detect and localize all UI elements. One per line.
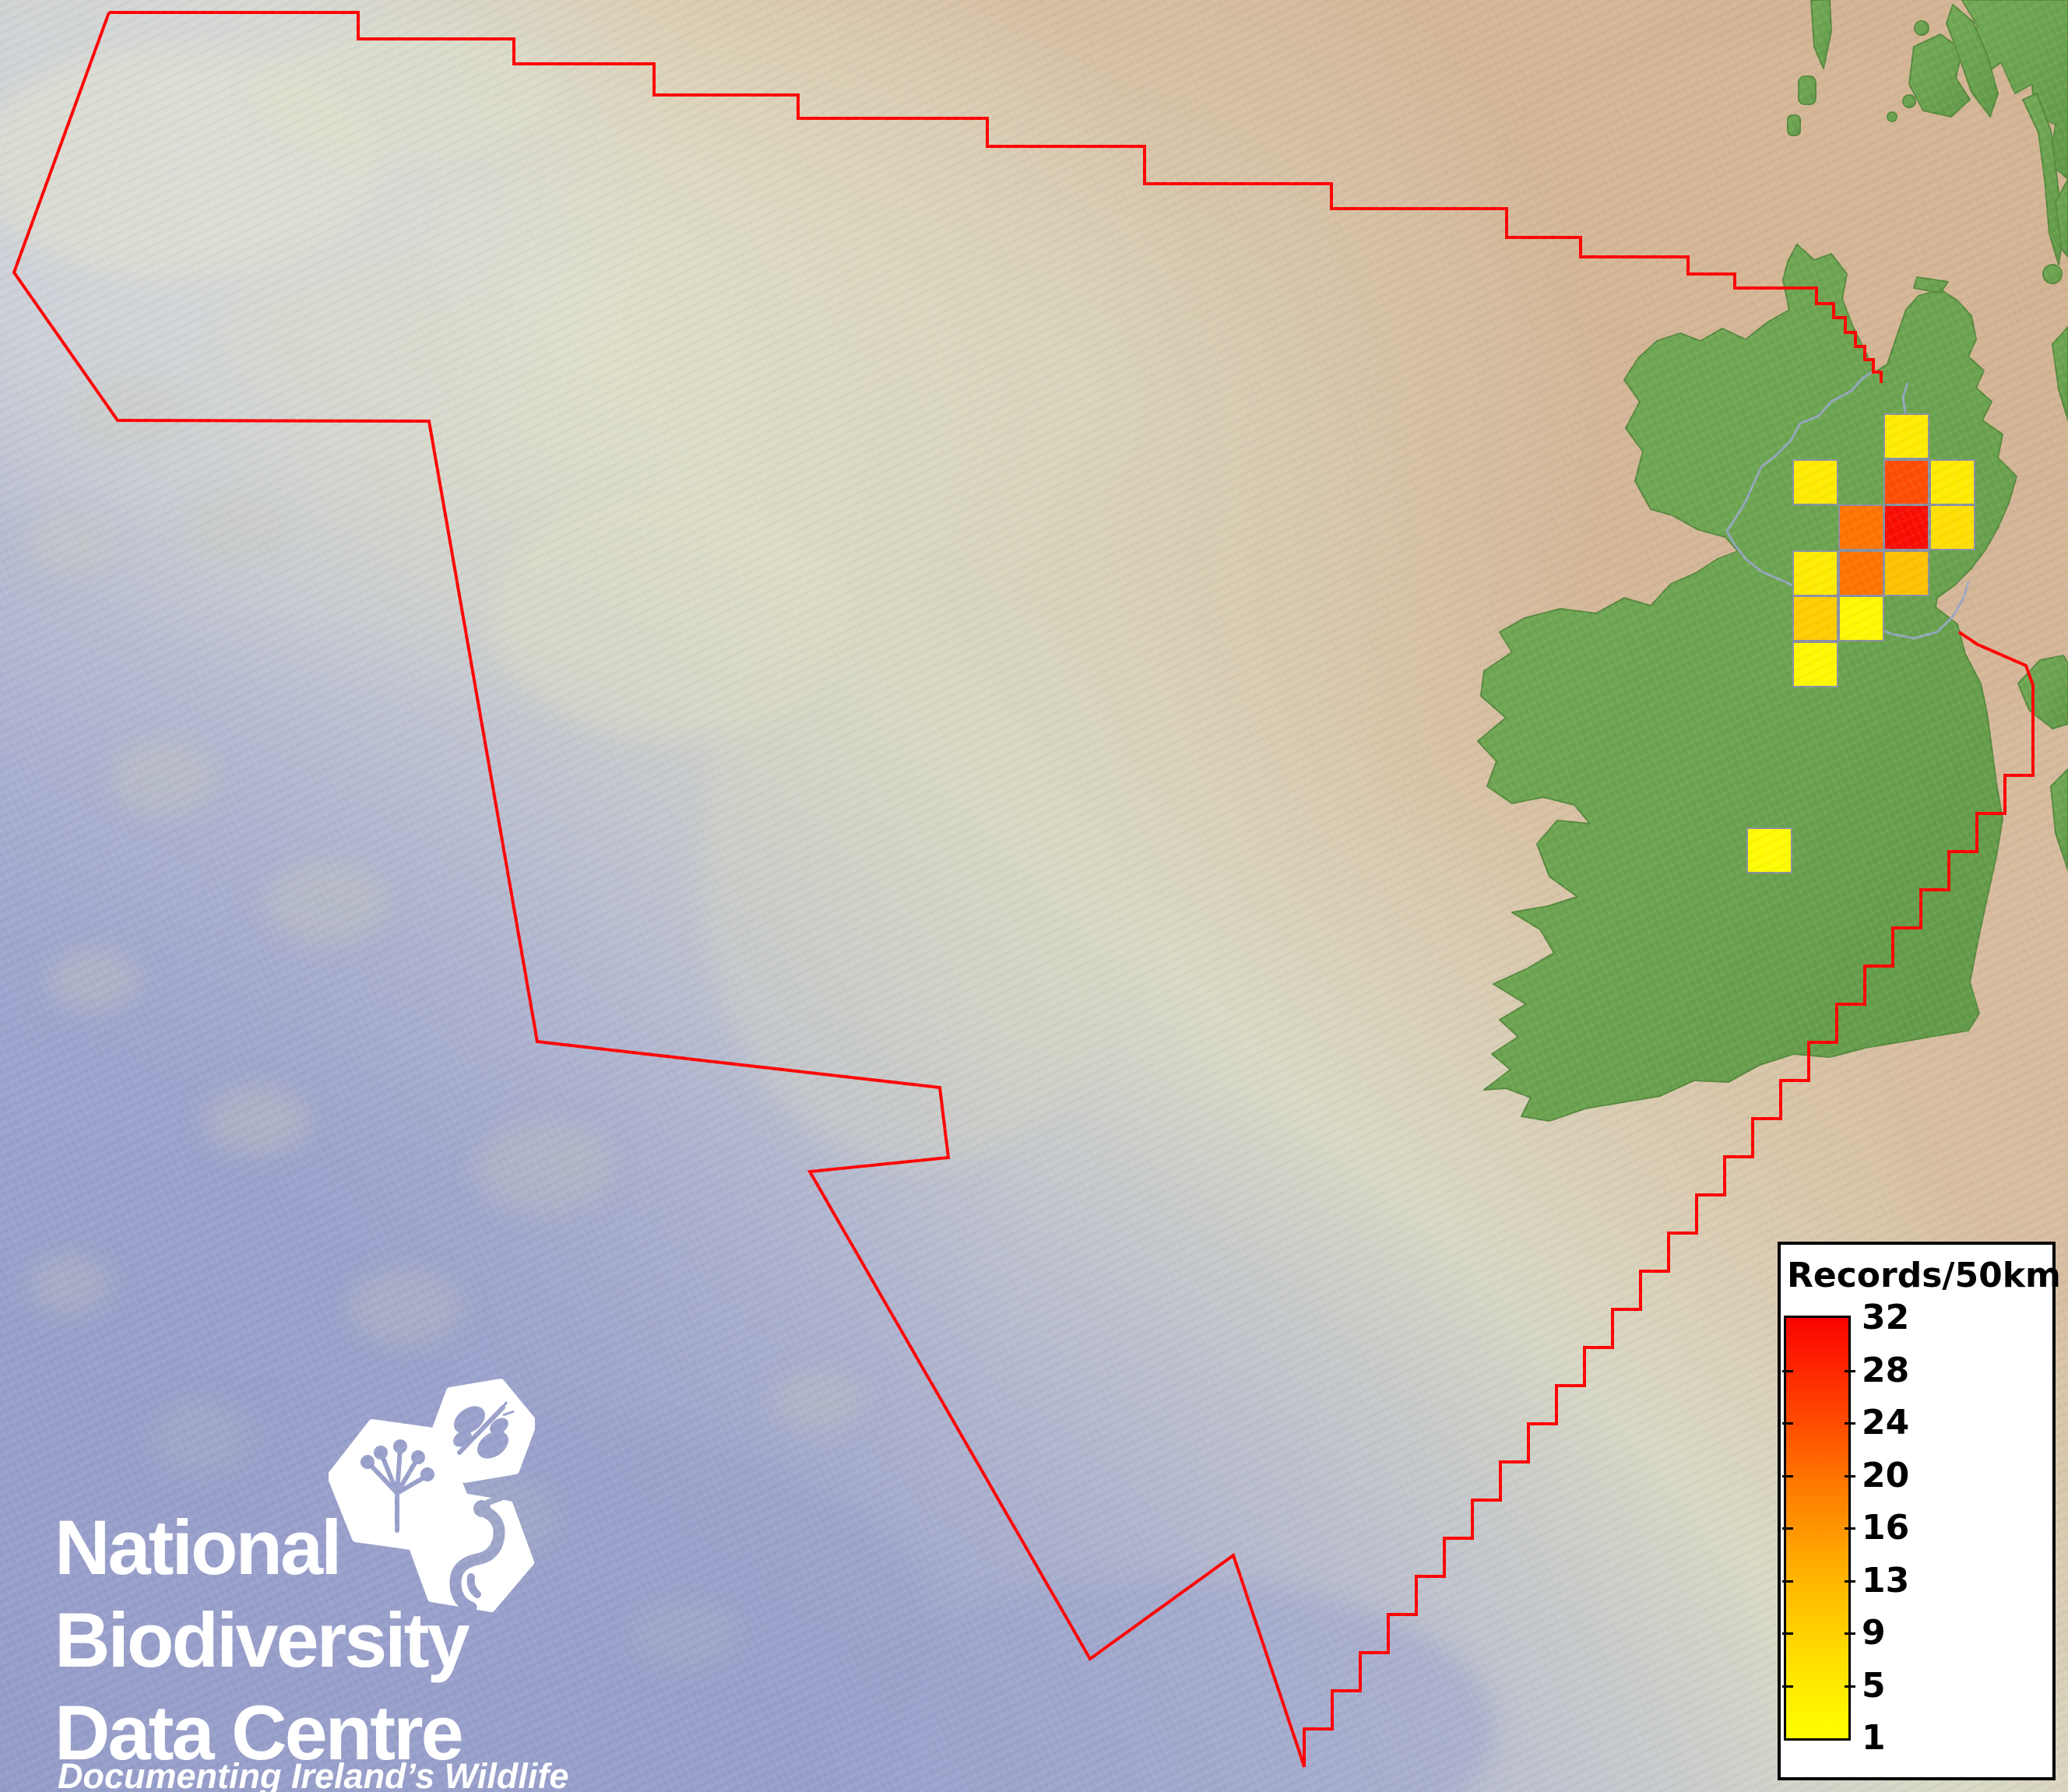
legend-tick-mark [1782,1579,1793,1583]
legend-tick-label: 28 [1862,1350,1910,1390]
nbdc-logo-hexagons [329,1376,535,1622]
seafloor-texture [0,23,2068,1792]
boundary-west-segment [12,12,1306,1768]
legend-tick-mark [1782,1632,1793,1635]
ireland-landmass [1477,244,2017,1122]
legend-tick-mark [1845,1632,1855,1635]
legend-tick-mark [1845,1474,1855,1478]
legend-tick-mark [1845,1422,1855,1425]
legend-tick-mark [1782,1685,1793,1688]
legend-tick-label: 1 [1862,1718,1886,1758]
legend-tick-mark [1845,1527,1855,1530]
legend-tick-label: 20 [1862,1455,1910,1495]
legend-tick-label: 5 [1862,1665,1886,1706]
legend-panel: Records/50km 32 28 24 20 16 13 9 5 1 [1778,1242,2061,1780]
legend-gradient-bar [1784,1316,1851,1741]
legend-tick-label: 24 [1862,1403,1910,1442]
designated-area-boundary-line [12,11,2035,1768]
scotland-landmass [1787,0,2068,871]
legend-tick-mark [1782,1422,1793,1425]
legend-tick-label: 13 [1862,1560,1910,1601]
boundary-east-segment [1303,631,2035,1767]
legend-title: Records/50km [1787,1256,2061,1295]
org-tagline: Documenting Ireland’s Wildlife [58,1756,569,1792]
country-border-line [1725,371,1970,640]
org-name-line: National [55,1504,343,1590]
legend-tick-label: 9 [1862,1613,1886,1653]
org-name-line: Data Centre [55,1689,464,1776]
boundary-north-segment [109,11,1883,383]
org-name-line: Biodiversity [55,1597,470,1683]
legend-tick-mark [1845,1685,1855,1688]
legend-tick-label: 32 [1862,1298,1910,1337]
legend-tick-mark [1782,1527,1793,1530]
legend-tick-mark [1845,1579,1855,1583]
legend-tick-mark [1782,1474,1793,1478]
legend-tick-mark [1782,1369,1793,1372]
org-name: National Biodiversity Data Centre [55,1501,470,1779]
legend-tick-mark [1845,1369,1855,1372]
legend-tick-label: 16 [1862,1508,1910,1548]
